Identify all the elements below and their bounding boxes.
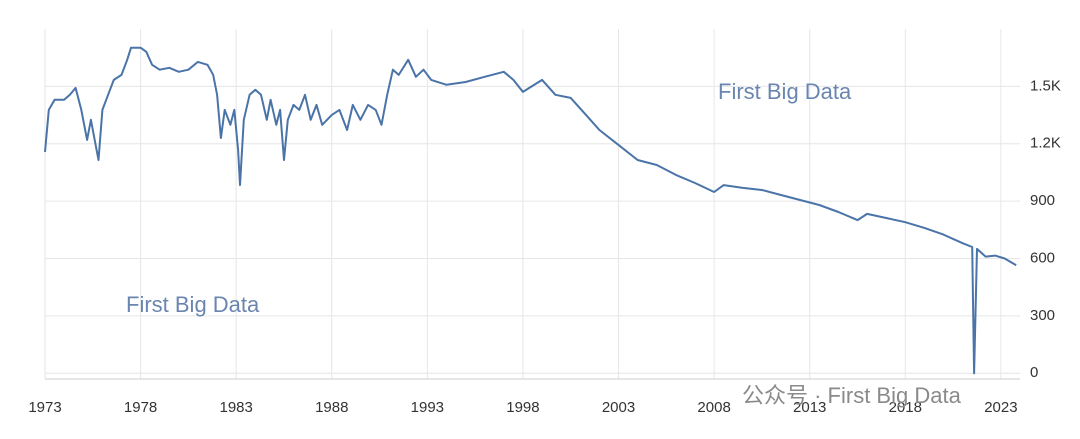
- x-tick-label: 1983: [219, 399, 252, 416]
- x-tick-label: 2013: [793, 399, 826, 416]
- x-tick-label: 1993: [411, 399, 444, 416]
- data-line: [44, 46, 1017, 375]
- y-tick-label: 1.5K: [1030, 77, 1061, 94]
- x-tick-label: 1998: [506, 399, 539, 416]
- watermark: First Big Data: [718, 79, 852, 104]
- y-tick-label: 300: [1030, 307, 1055, 324]
- y-tick-label: 0: [1030, 364, 1038, 381]
- x-tick-label: 2018: [889, 399, 922, 416]
- y-tick-label: 1.2K: [1030, 135, 1061, 152]
- x-tick-label: 2023: [984, 399, 1017, 416]
- x-tick-label: 1988: [315, 399, 348, 416]
- watermark: First Big Data: [126, 292, 260, 317]
- x-tick-label: 1978: [124, 399, 157, 416]
- x-tick-label: 2008: [697, 399, 730, 416]
- x-tick-label: 2003: [602, 399, 635, 416]
- watermark: 公众号 · First Big Data: [742, 383, 962, 408]
- y-tick-label: 600: [1030, 249, 1055, 266]
- y-tick-label: 900: [1030, 192, 1055, 209]
- x-tick-label: 1973: [28, 399, 61, 416]
